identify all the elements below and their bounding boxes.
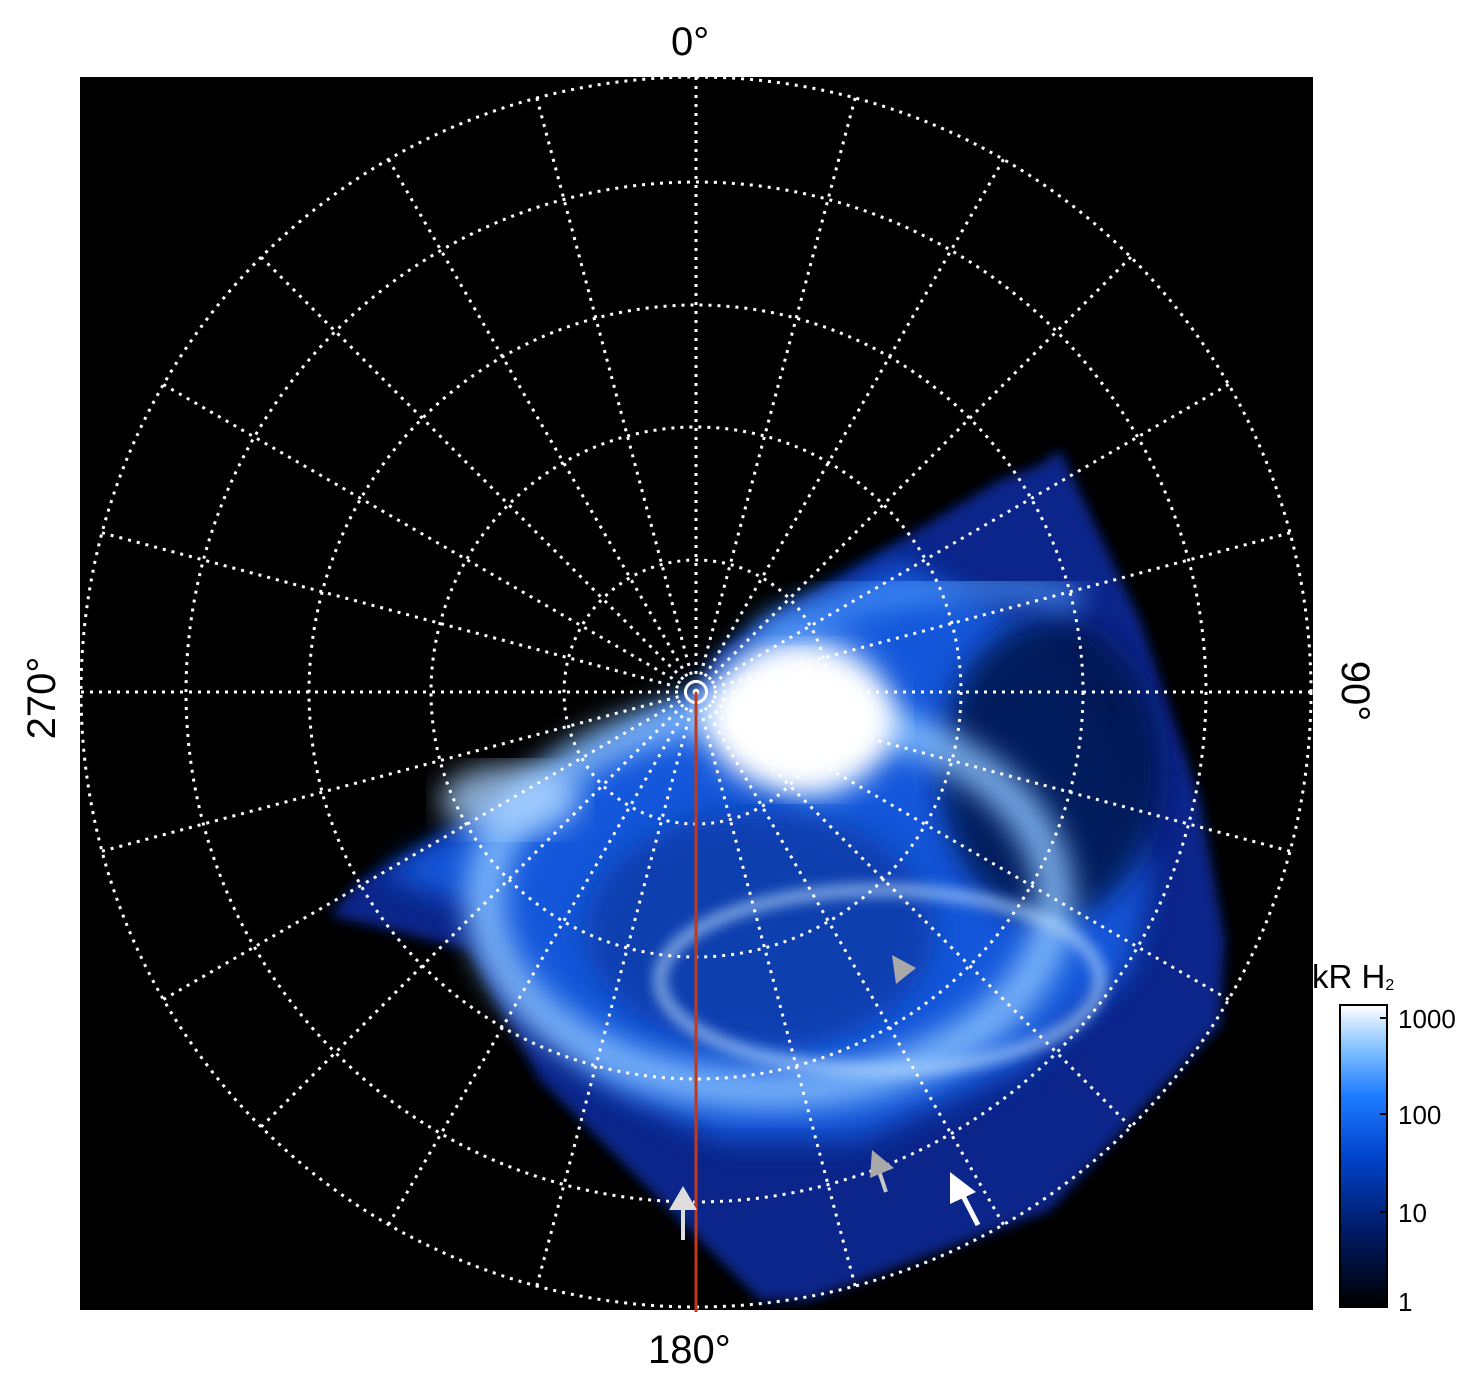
azimuth-label-90: 90° (1333, 660, 1377, 722)
colorbar-tick-label: 100 (1398, 1100, 1442, 1130)
grid-spoke (694, 97, 857, 693)
grid-spoke (695, 383, 1230, 694)
colorbar-title-subscript: 2 (1385, 977, 1395, 994)
colorbar-tick-label: 1 (1398, 1287, 1413, 1317)
grid-spoke (162, 383, 697, 694)
white-arrow (950, 1172, 981, 1227)
grid-spoke (101, 531, 697, 694)
grid-spoke (694, 691, 857, 1287)
colorbar-ticks (1380, 1017, 1387, 1303)
grid-spoke (694, 691, 1005, 1226)
azimuth-label-270: 270° (20, 656, 64, 740)
grid-spoke (694, 690, 1132, 1128)
colorbar (1339, 1004, 1388, 1308)
grid-spoke (101, 690, 697, 853)
grid-spoke (694, 256, 1132, 694)
grid-spoke (162, 690, 697, 1001)
arrow-markers (669, 955, 981, 1240)
colorbar-title-text: kR H (1312, 958, 1386, 995)
grid-spoke (695, 531, 1291, 694)
grid-spoke (695, 690, 1230, 1001)
colorbar-tick-label: 1000 (1398, 1004, 1456, 1034)
colorbar-gradient (1339, 1004, 1388, 1308)
colorbar-title: kR H2 (1312, 958, 1394, 996)
grid-spoke (695, 690, 1291, 853)
azimuth-label-180: 180° (648, 1328, 731, 1372)
colorbar-tick-label: 10 (1398, 1198, 1427, 1228)
grid-spoke (260, 256, 698, 694)
light-arrow-bottom (669, 1186, 697, 1240)
aurora-emission (330, 450, 1225, 1300)
gray-arrow-lower (870, 1150, 894, 1193)
grid-spoke (387, 691, 698, 1226)
grid-spoke (260, 690, 698, 1128)
grid-spoke (387, 158, 698, 693)
grid-spoke (535, 691, 698, 1287)
azimuth-label-0: 0° (671, 20, 710, 64)
grid-spoke (694, 158, 1005, 693)
grid-spoke (535, 97, 698, 693)
gray-arrow-upper (892, 955, 916, 984)
